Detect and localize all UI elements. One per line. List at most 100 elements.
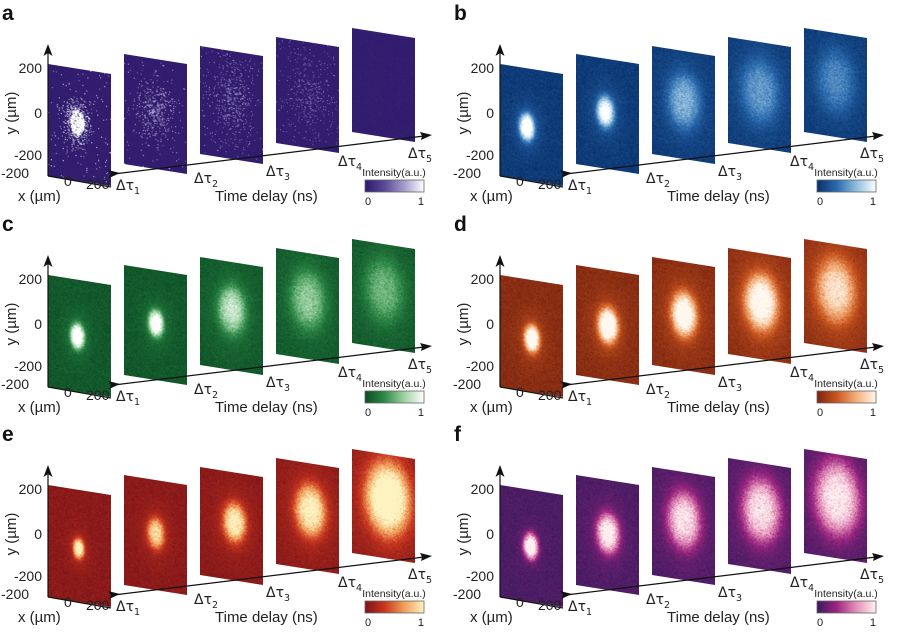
intensity-image — [276, 248, 339, 364]
tau-subscript: 5 — [878, 575, 884, 586]
x-axis-label: x (µm) — [18, 188, 61, 205]
time-axis-arrowhead-icon — [420, 343, 432, 351]
colorbar-title: Intensity(a.u.) — [362, 588, 426, 600]
intensity-image — [352, 28, 415, 142]
y-tick-label: -200 — [14, 568, 42, 584]
tau-subscript: 4 — [808, 162, 814, 173]
x-tick-label: -200 — [453, 376, 481, 392]
tau-subscript: 5 — [878, 365, 884, 376]
time-delay-label-2: Δτ2 — [194, 382, 218, 401]
x-tick-label: 0 — [64, 594, 72, 610]
x-axis-label: x (µm) — [18, 609, 61, 626]
time-delay-label-2: Δτ2 — [646, 382, 670, 401]
tau-subscript: 4 — [808, 373, 814, 384]
time-delay-label-4: Δτ4 — [338, 365, 362, 384]
y-tick-label: 200 — [471, 481, 495, 497]
image-frame-3 — [200, 46, 263, 164]
intensity-image — [804, 28, 867, 142]
intensity-image — [48, 64, 111, 186]
tau-subscript: 4 — [808, 583, 814, 594]
image-frame-4 — [276, 37, 339, 153]
intensity-image — [576, 54, 639, 174]
tau-subscript: 3 — [736, 593, 742, 604]
tau-symbol: Δτ — [266, 375, 284, 391]
intensity-image — [200, 467, 263, 585]
tau-symbol: Δτ — [266, 164, 284, 180]
image-frame-1 — [48, 64, 111, 186]
tau-symbol: Δτ — [408, 567, 426, 583]
image-frame-1 — [48, 485, 111, 607]
y-axis-arrowhead-icon — [43, 255, 53, 267]
intensity-image — [576, 475, 639, 595]
time-delay-label-5: Δτ5 — [408, 357, 432, 376]
image-frame-4 — [728, 37, 791, 153]
tau-symbol: Δτ — [646, 592, 664, 608]
intensity-image — [652, 257, 715, 375]
tau-symbol: Δτ — [194, 382, 212, 398]
panel-letter: e — [2, 423, 14, 446]
y-tick-label: 0 — [34, 526, 42, 542]
tau-symbol: Δτ — [860, 146, 878, 162]
time-axis-line — [565, 135, 877, 175]
y-axis-arrowhead-icon — [495, 255, 505, 267]
intensity-image — [652, 467, 715, 585]
colorbar-max-label: 1 — [418, 196, 424, 208]
image-frame-5 — [804, 239, 867, 353]
time-axis-arrowhead-icon — [872, 132, 884, 140]
time-delay-label-3: Δτ3 — [266, 164, 290, 183]
time-delay-label-2: Δτ2 — [646, 592, 670, 611]
x-axis-line — [47, 386, 112, 399]
intensity-image — [48, 275, 111, 397]
time-delay-label-1: Δτ1 — [568, 178, 592, 197]
x-axis-line — [47, 596, 112, 609]
colorbar — [816, 600, 877, 614]
intensity-image — [500, 64, 563, 186]
panel-letter: d — [454, 213, 467, 236]
image-frame-1 — [48, 275, 111, 397]
image-frame-4 — [728, 458, 791, 574]
x-tick-label: 0 — [516, 594, 524, 610]
tau-symbol: Δτ — [338, 365, 356, 381]
intensity-image — [728, 458, 791, 574]
image-frame-4 — [276, 458, 339, 574]
time-delay-label-1: Δτ1 — [568, 389, 592, 408]
colorbar — [364, 390, 425, 404]
colorbar-min-label: 0 — [817, 617, 823, 629]
y-tick-label: 200 — [471, 271, 495, 287]
tau-symbol: Δτ — [860, 567, 878, 583]
y-tick-label: 200 — [19, 481, 43, 497]
x-axis-label: x (µm) — [18, 399, 61, 416]
colorbar-title: Intensity(a.u.) — [814, 167, 878, 179]
tau-symbol: Δτ — [116, 389, 134, 405]
time-delay-label-4: Δτ4 — [338, 575, 362, 594]
time-axis-label: Time delay (ns) — [215, 399, 318, 416]
tau-subscript: 4 — [356, 583, 362, 594]
colorbar-min-label: 0 — [817, 196, 823, 208]
intensity-image — [804, 449, 867, 563]
x-tick-label: 0 — [516, 173, 524, 189]
y-axis-label: y (µm) — [3, 303, 20, 346]
panel-letter: c — [2, 213, 14, 236]
time-delay-label-4: Δτ4 — [790, 575, 814, 594]
y-tick-label: -200 — [466, 568, 494, 584]
tau-subscript: 1 — [134, 607, 140, 618]
x-tick-label: 200 — [538, 176, 562, 192]
tau-subscript: 1 — [134, 397, 140, 408]
y-tick-label: -200 — [466, 358, 494, 374]
colorbar-min-label: 0 — [365, 617, 371, 629]
colorbar-title: Intensity(a.u.) — [362, 378, 426, 390]
image-frame-2 — [576, 475, 639, 595]
intensity-image — [352, 449, 415, 563]
tau-subscript: 2 — [664, 390, 670, 401]
x-axis-label: x (µm) — [470, 609, 513, 626]
tau-subscript: 2 — [664, 600, 670, 611]
x-axis-arrowhead-icon — [560, 591, 572, 599]
time-delay-label-3: Δτ3 — [718, 164, 742, 183]
x-axis-label: x (µm) — [470, 188, 513, 205]
tau-symbol: Δτ — [194, 171, 212, 187]
time-axis-label: Time delay (ns) — [215, 188, 318, 205]
x-axis-line — [499, 386, 564, 399]
panel-letter: f — [454, 423, 462, 446]
